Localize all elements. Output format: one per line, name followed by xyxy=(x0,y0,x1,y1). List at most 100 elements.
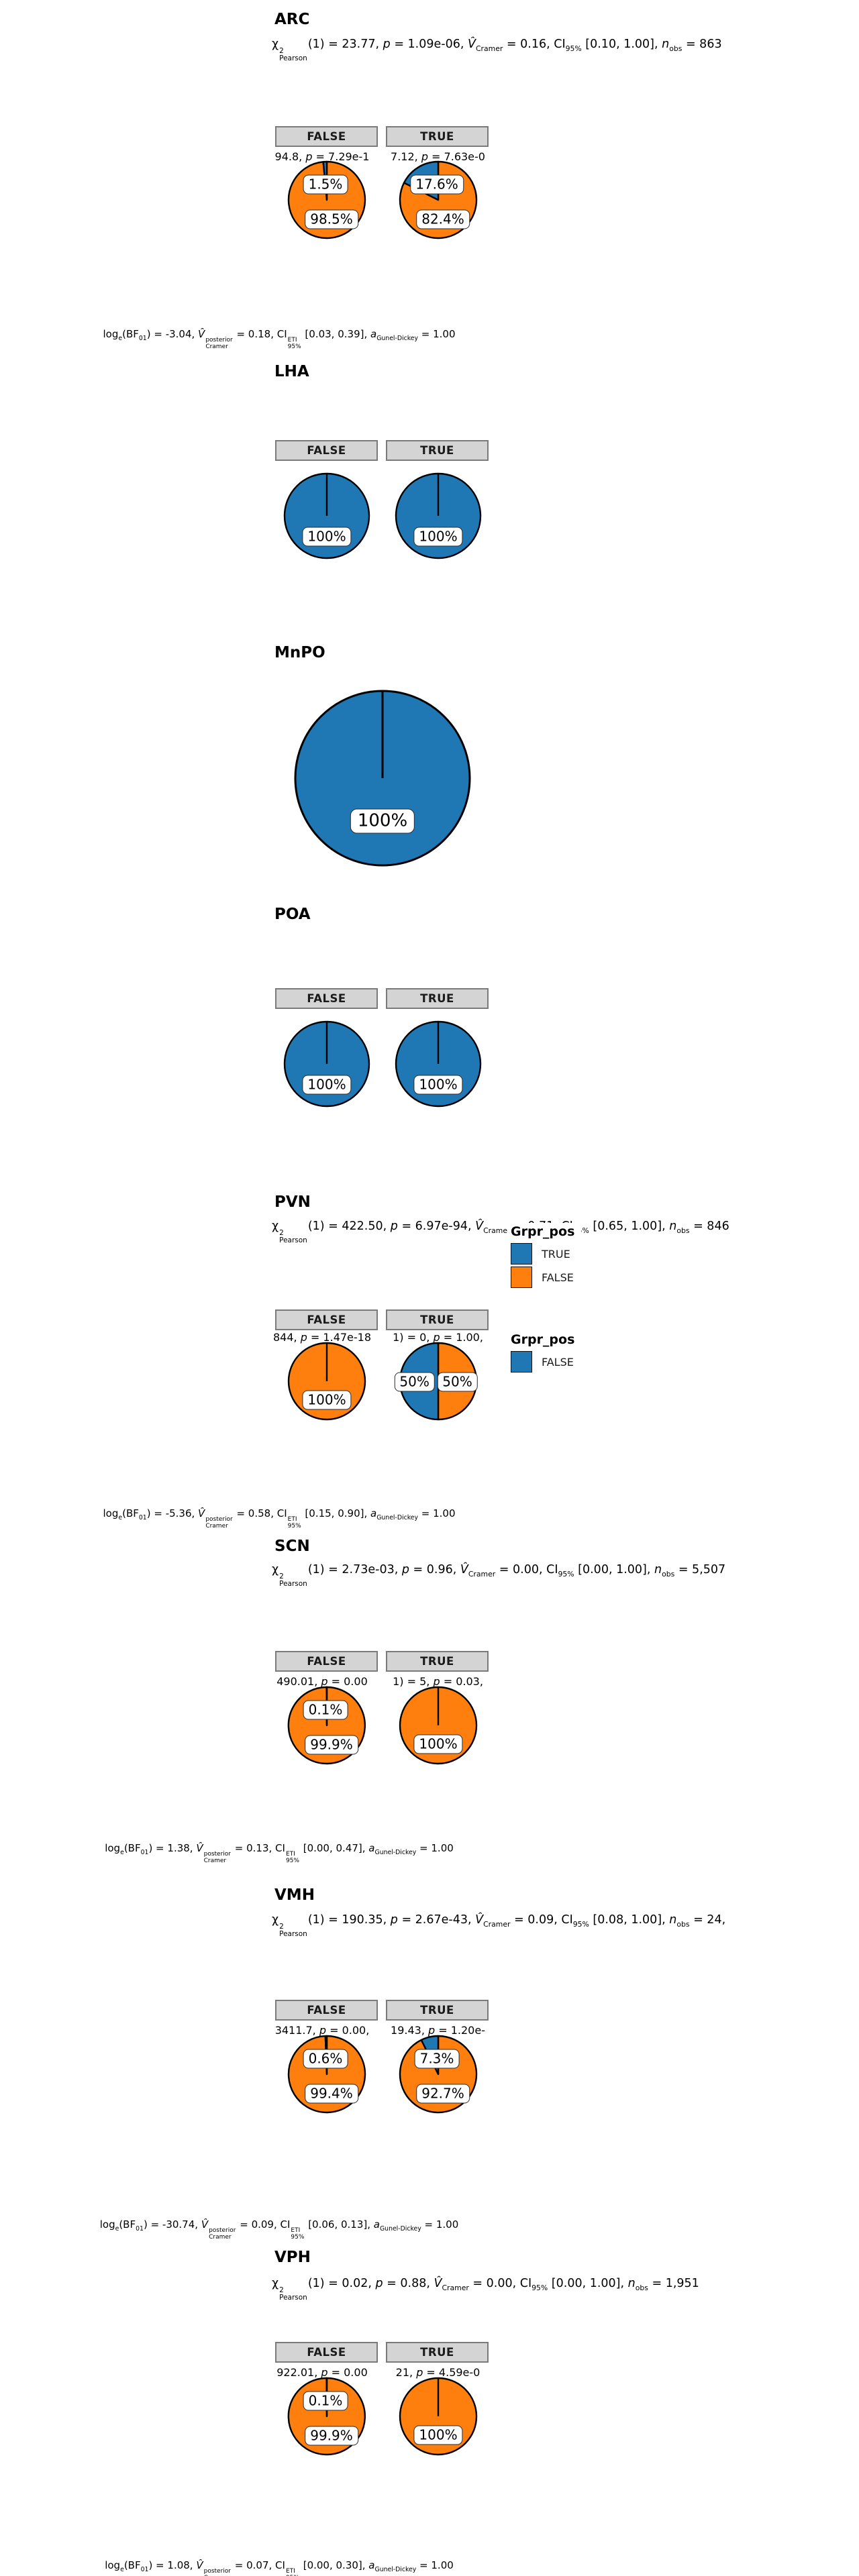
percent-label: 1.5% xyxy=(303,174,348,195)
pie-chart xyxy=(399,2377,478,2456)
facet-strip-label: FALSE xyxy=(307,992,346,1005)
percent-label: 100% xyxy=(302,1390,352,1410)
percent-label: 17.6% xyxy=(410,174,464,195)
stats-line-SCN: χ 2 Pearson (1) = 2.73e-03, p = 0.96, V̂Cra… xyxy=(272,1563,726,1588)
facet-strip-PVN-false: FALSE xyxy=(275,1309,378,1330)
facet-strip-VPH-false: FALSE xyxy=(275,2342,378,2363)
pie-chart xyxy=(287,160,366,239)
facet-strip-ARC-true: TRUE xyxy=(386,126,489,147)
stats-line-PVN: χ 2 Pearson (1) = 422.50, p = 6.97e-94, V̂C… xyxy=(272,1220,729,1244)
facet-strip-VMH-true: TRUE xyxy=(386,2000,489,2021)
facet-subtitle-text: 19.43, p = 1.20e- xyxy=(391,2024,485,2037)
legend-1: Grpr_pos FALSE xyxy=(508,1331,582,1375)
facet-strip-label: TRUE xyxy=(420,444,454,457)
facet-strip-label: FALSE xyxy=(307,2004,346,2017)
facet-strip-POA-true: TRUE xyxy=(386,988,489,1009)
pie-chart xyxy=(399,1686,478,1765)
percent-label: 7.3% xyxy=(414,2049,460,2069)
section-title-VMH: VMH xyxy=(274,1886,315,1904)
legend-swatch-false xyxy=(511,1351,532,1373)
section-title-ARC: ARC xyxy=(274,11,310,28)
percent-label: 100% xyxy=(413,1075,463,1095)
facet-strip-LHA-true: TRUE xyxy=(386,440,489,461)
pie-chart xyxy=(395,472,482,559)
legend-item-true: TRUE xyxy=(511,1243,574,1265)
facet-subtitle-text: 94.8, p = 7.29e-1 xyxy=(274,150,370,163)
legend-swatch-false xyxy=(511,1267,532,1288)
pie-chart xyxy=(283,1020,370,1108)
facet-strip-label: TRUE xyxy=(420,992,454,1005)
percent-label: 50% xyxy=(437,1372,478,1392)
percent-label: 98.5% xyxy=(305,209,358,229)
percent-label: 100% xyxy=(413,2425,463,2445)
pie-chart xyxy=(287,1342,366,1421)
facet-subtitle-text: 7.12, p = 7.63e-0 xyxy=(391,150,485,163)
percent-label: 99.9% xyxy=(305,1735,358,1754)
percent-label: 92.7% xyxy=(416,2084,470,2103)
facet-strip-label: FALSE xyxy=(307,2346,346,2359)
stats-line-VMH: χ 2 Pearson (1) = 190.35, p = 2.67e-43, V̂C… xyxy=(272,1913,726,1938)
legend-item-false: FALSE xyxy=(511,1267,574,1288)
legend-item-label: FALSE xyxy=(542,1271,574,1284)
percent-label: 100% xyxy=(413,527,463,547)
legend-item-label: FALSE xyxy=(542,1355,574,1368)
pie-chart xyxy=(287,1686,366,1765)
facet-subtitle-text: 1) = 5, p = 0.03, xyxy=(393,1675,483,1688)
facet-strip-label: TRUE xyxy=(420,130,454,143)
facet-subtitle-ARC-0: 94.8, p = 7.29e-1 xyxy=(265,150,379,166)
facet-subtitle-PVN-1: 1) = 0, p = 1.00, xyxy=(383,1331,493,1346)
facet-strip-ARC-false: FALSE xyxy=(275,126,378,147)
legend-item-false: FALSE xyxy=(511,1351,574,1373)
pie-chart xyxy=(287,2035,366,2114)
pie-chart xyxy=(283,472,370,559)
facet-strip-LHA-false: FALSE xyxy=(275,440,378,461)
section-title-POA: POA xyxy=(274,906,311,923)
facet-subtitle-VMH-1: 19.43, p = 1.20e- xyxy=(383,2024,493,2039)
pie-chart xyxy=(399,2035,478,2114)
facet-strip-label: TRUE xyxy=(420,2004,454,2017)
facet-subtitle-text: 922.01, p = 0.00 xyxy=(276,2366,368,2379)
percent-label: 100% xyxy=(350,808,415,834)
facet-strip-label: FALSE xyxy=(307,130,346,143)
pie-chart xyxy=(294,690,471,867)
percent-label: 99.9% xyxy=(305,2426,358,2445)
caption-ARC: loge(BF01) = -3.04, V̂ posterior Cramer = … xyxy=(103,328,456,351)
stats-line-ARC: χ 2 Pearson (1) = 23.77, p = 1.09e-06, V̂Cr… xyxy=(272,38,722,62)
caption-SCN: loge(BF01) = 1.38, V̂ posterior Cramer = 0… xyxy=(105,1842,454,1865)
facet-subtitle-text: 3411.7, p = 0.00, xyxy=(274,2024,370,2037)
caption-PVN: loge(BF01) = -5.36, V̂ posterior Cramer = … xyxy=(103,1507,456,1530)
legend-title: Grpr_pos xyxy=(511,1332,575,1347)
facet-subtitle-ARC-1: 7.12, p = 7.63e-0 xyxy=(383,150,493,166)
facet-subtitle-text: 490.01, p = 0.00 xyxy=(276,1675,368,1688)
pie-chart xyxy=(287,2377,366,2456)
legend-swatch-true xyxy=(511,1243,532,1265)
facet-subtitle-VPH-1: 21, p = 4.59e-0 xyxy=(383,2366,493,2381)
facet-strip-label: FALSE xyxy=(307,1655,346,1668)
section-title-SCN: SCN xyxy=(274,1538,310,1555)
stats-line-VPH: χ 2 Pearson (1) = 0.02, p = 0.88, V̂Cramer … xyxy=(272,2277,699,2302)
section-title-MnPO: MnPO xyxy=(274,644,325,661)
facet-subtitle-text: 844, p = 1.47e-18 xyxy=(272,1331,372,1344)
formula-stack: 2 Pearson xyxy=(279,1572,307,1588)
facet-subtitle-VPH-0: 922.01, p = 0.00 xyxy=(265,2366,379,2381)
percent-label: 0.1% xyxy=(303,2391,348,2411)
percent-label: 0.6% xyxy=(303,2049,348,2069)
percent-label: 99.4% xyxy=(305,2084,358,2103)
facet-strip-label: FALSE xyxy=(307,444,346,457)
facet-strip-SCN-false: FALSE xyxy=(275,1651,378,1672)
facet-strip-label: FALSE xyxy=(307,1313,346,1326)
facet-subtitle-VMH-0: 3411.7, p = 0.00, xyxy=(265,2024,379,2039)
facet-strip-VPH-true: TRUE xyxy=(386,2342,489,2363)
formula-stack: 2 Pearson xyxy=(279,1228,307,1244)
